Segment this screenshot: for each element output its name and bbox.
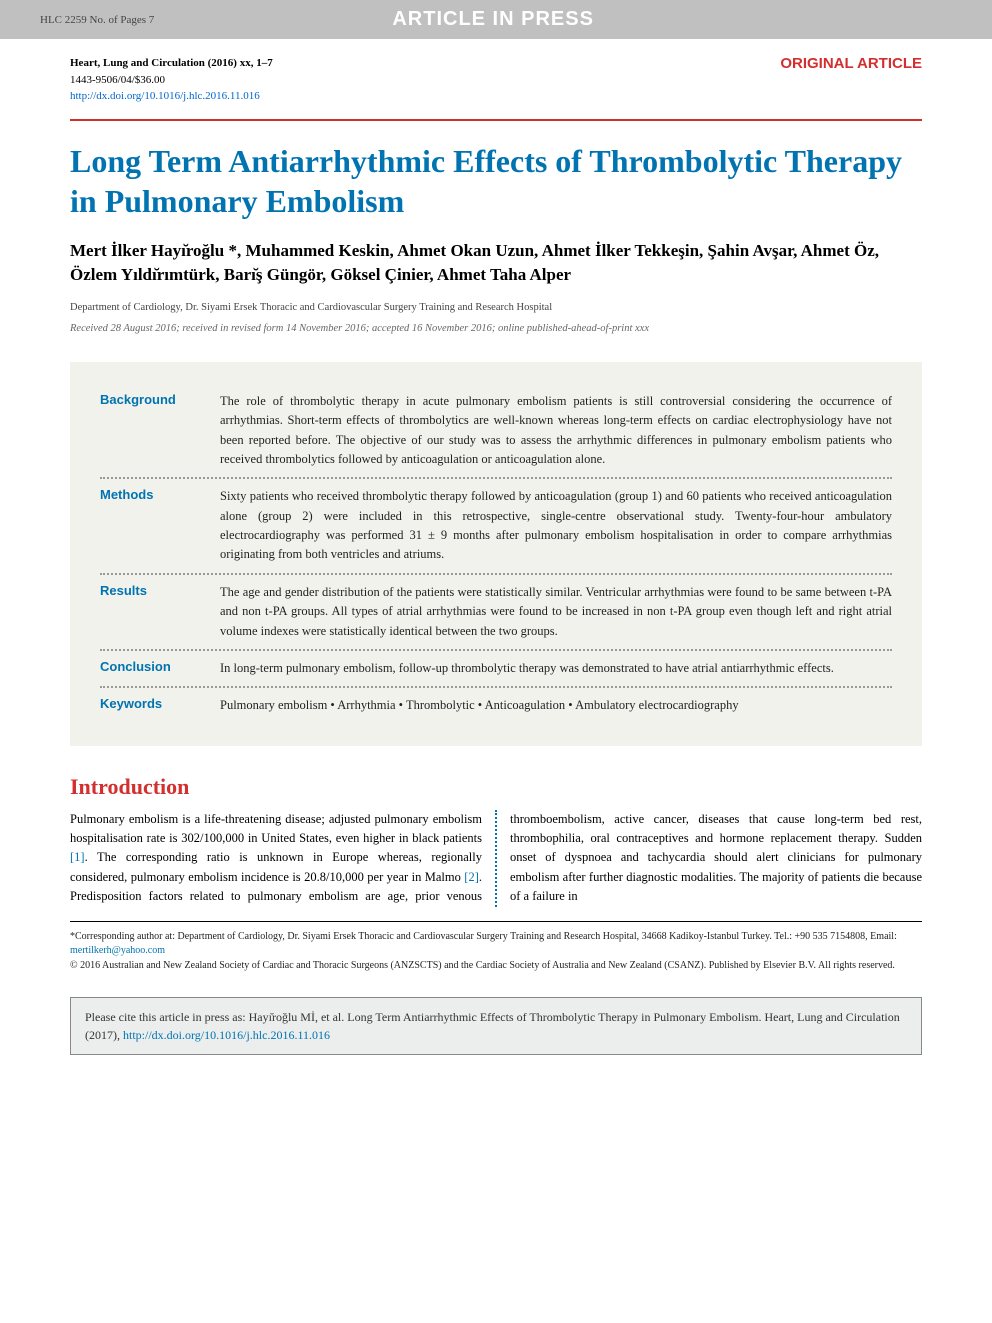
abstract-row-background: Background The role of thrombolytic ther… [100,384,892,478]
abstract-content: Sixty patients who received thrombolytic… [220,487,892,565]
article-in-press-label: ARTICLE IN PRESS [392,8,594,31]
abstract-content: In long-term pulmonary embolism, follow-… [220,659,892,678]
journal-line: Heart, Lung and Circulation (2016) xx, 1… [70,55,273,72]
article-title: Long Term Antiarrhythmic Effects of Thro… [0,141,992,221]
abstract-label: Methods [100,487,220,565]
press-header: HLC 2259 No. of Pages 7 ARTICLE IN PRESS [0,0,992,39]
introduction-section: Introduction Pulmonary embolism is a lif… [0,746,992,921]
abstract-content: The age and gender distribution of the p… [220,583,892,641]
issn-line: 1443-9506/04/$36.00 [70,72,273,89]
abstract-label: Keywords [100,696,220,715]
citation-ref[interactable]: [1] [70,850,85,864]
header-left-text: HLC 2259 No. of Pages 7 [40,14,154,26]
doi-link[interactable]: http://dx.doi.org/10.1016/j.hlc.2016.11.… [70,88,273,105]
citation-ref[interactable]: [2] [464,870,479,884]
citation-doi[interactable]: http://dx.doi.org/10.1016/j.hlc.2016.11.… [123,1028,330,1042]
meta-block: Heart, Lung and Circulation (2016) xx, 1… [0,39,992,113]
abstract-label: Background [100,392,220,470]
affiliation: Department of Cardiology, Dr. Siyami Ers… [0,302,992,313]
abstract-row-keywords: Keywords Pulmonary embolism • Arrhythmia… [100,686,892,723]
abstract-content: Pulmonary embolism • Arrhythmia • Thromb… [220,696,892,715]
corresponding-email[interactable]: mertilkerh@yahoo.com [70,945,165,956]
introduction-heading: Introduction [70,774,922,800]
author-list: Mert İlker Hayı̆roğlu *, Muhammed Keskin… [0,239,992,288]
abstract-label: Results [100,583,220,641]
intro-text: Pulmonary embolism is a life-threatening… [70,812,482,845]
abstract-content: The role of thrombolytic therapy in acut… [220,392,892,470]
introduction-body: Pulmonary embolism is a life-threatening… [70,810,922,907]
meta-left: Heart, Lung and Circulation (2016) xx, 1… [70,55,273,105]
copyright-note: © 2016 Australian and New Zealand Societ… [70,959,922,974]
footer-notes: *Corresponding author at: Department of … [0,922,992,988]
article-dates: Received 28 August 2016; received in rev… [0,323,992,334]
citation-box: Please cite this article in press as: Ha… [70,997,922,1055]
intro-text: per year in Malmo [367,870,464,884]
abstract-box: Background The role of thrombolytic ther… [70,362,922,746]
abstract-row-methods: Methods Sixty patients who received thro… [100,477,892,573]
red-divider [70,119,922,121]
article-type-label: ORIGINAL ARTICLE [780,55,922,72]
abstract-row-conclusion: Conclusion In long-term pulmonary emboli… [100,649,892,686]
abstract-row-results: Results The age and gender distribution … [100,573,892,649]
corresponding-author-note: *Corresponding author at: Department of … [70,930,922,959]
abstract-label: Conclusion [100,659,220,678]
